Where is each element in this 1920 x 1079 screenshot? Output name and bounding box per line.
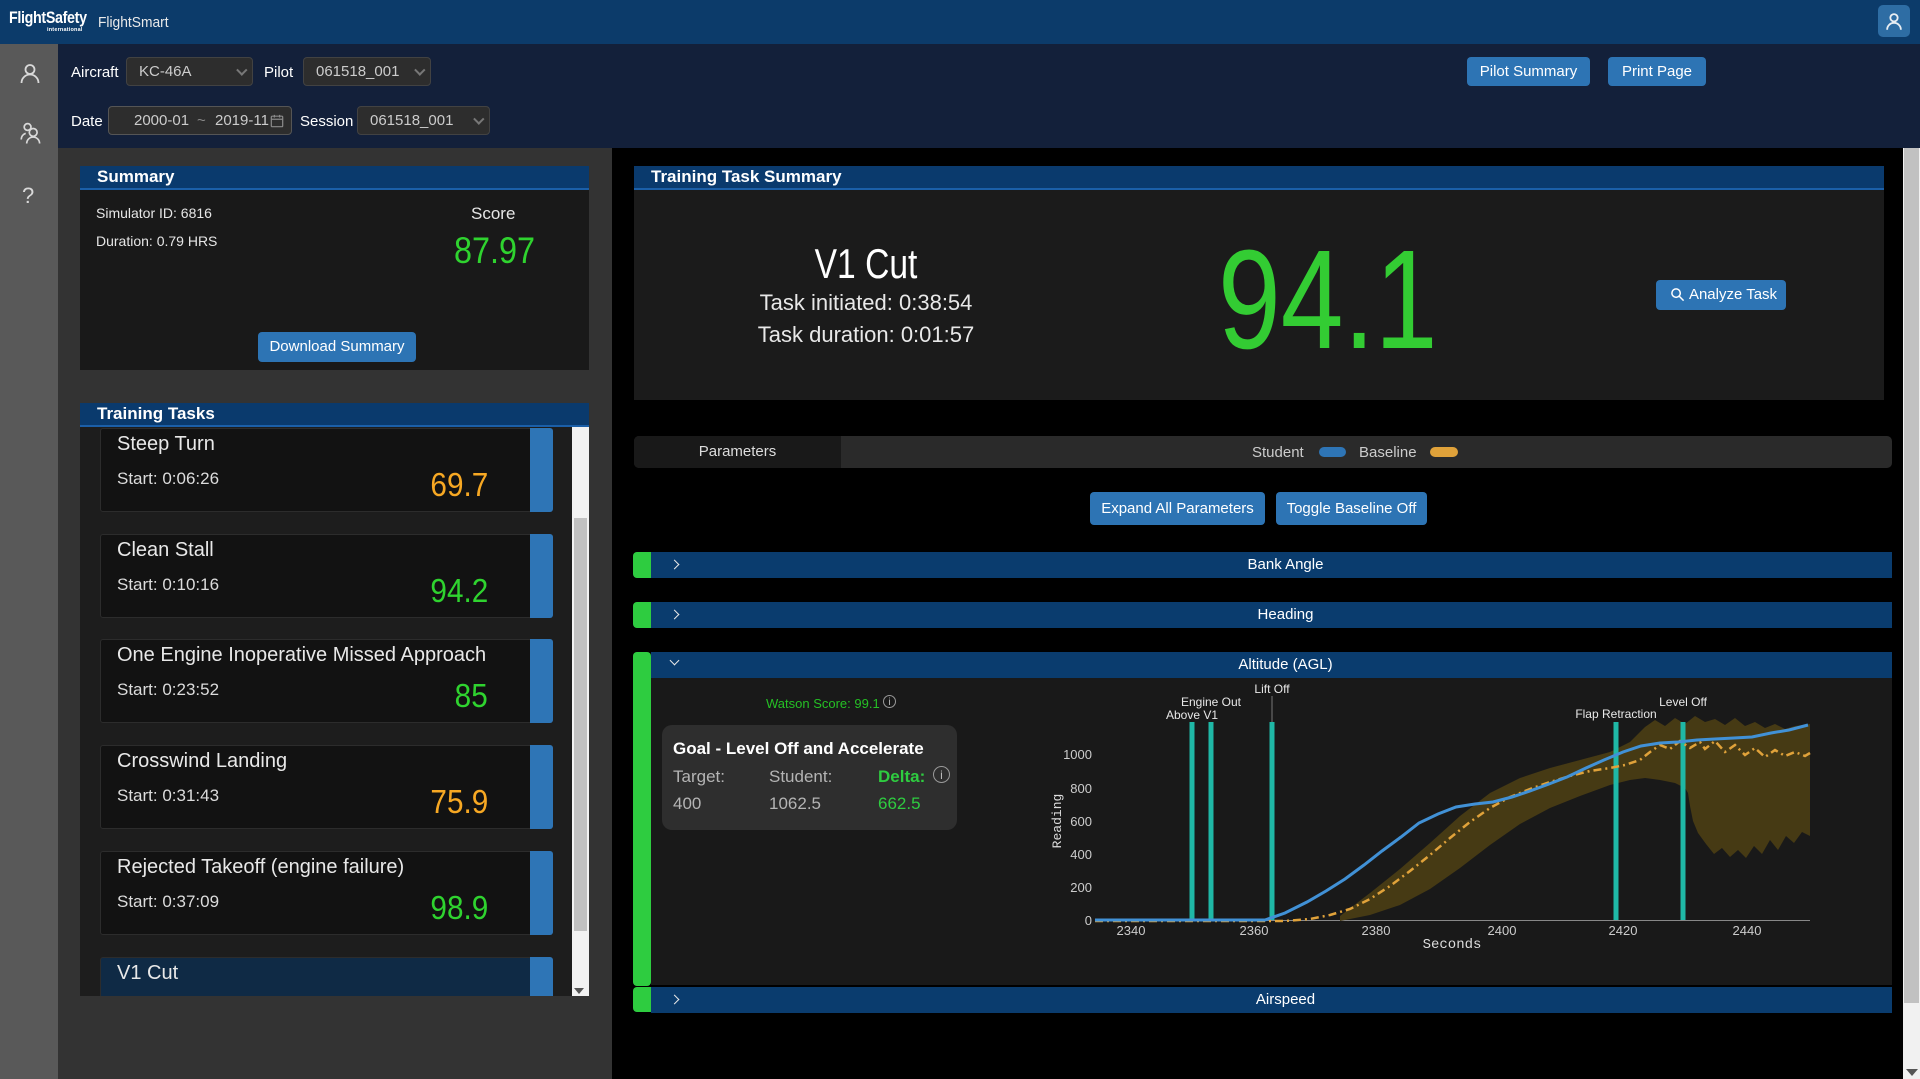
svg-text:600: 600 bbox=[1070, 814, 1092, 829]
svg-text:Flap Retraction: Flap Retraction bbox=[1575, 707, 1656, 721]
svg-text:2440: 2440 bbox=[1733, 923, 1762, 938]
svg-text:Lift Off: Lift Off bbox=[1254, 682, 1290, 696]
svg-text:200: 200 bbox=[1070, 880, 1092, 895]
svg-text:Engine Out: Engine Out bbox=[1181, 695, 1242, 709]
svg-text:2380: 2380 bbox=[1362, 923, 1391, 938]
svg-text:2360: 2360 bbox=[1240, 923, 1269, 938]
svg-text:400: 400 bbox=[1070, 847, 1092, 862]
svg-text:Level Off: Level Off bbox=[1659, 695, 1707, 709]
svg-text:0: 0 bbox=[1085, 913, 1092, 928]
svg-text:Reading: Reading bbox=[1050, 794, 1065, 849]
svg-text:Seconds: Seconds bbox=[1423, 937, 1482, 953]
svg-text:2340: 2340 bbox=[1117, 923, 1146, 938]
svg-text:Above V1: Above V1 bbox=[1166, 708, 1218, 722]
svg-text:2400: 2400 bbox=[1488, 923, 1517, 938]
svg-text:1000: 1000 bbox=[1063, 747, 1092, 762]
svg-text:2420: 2420 bbox=[1609, 923, 1638, 938]
svg-text:800: 800 bbox=[1070, 781, 1092, 796]
